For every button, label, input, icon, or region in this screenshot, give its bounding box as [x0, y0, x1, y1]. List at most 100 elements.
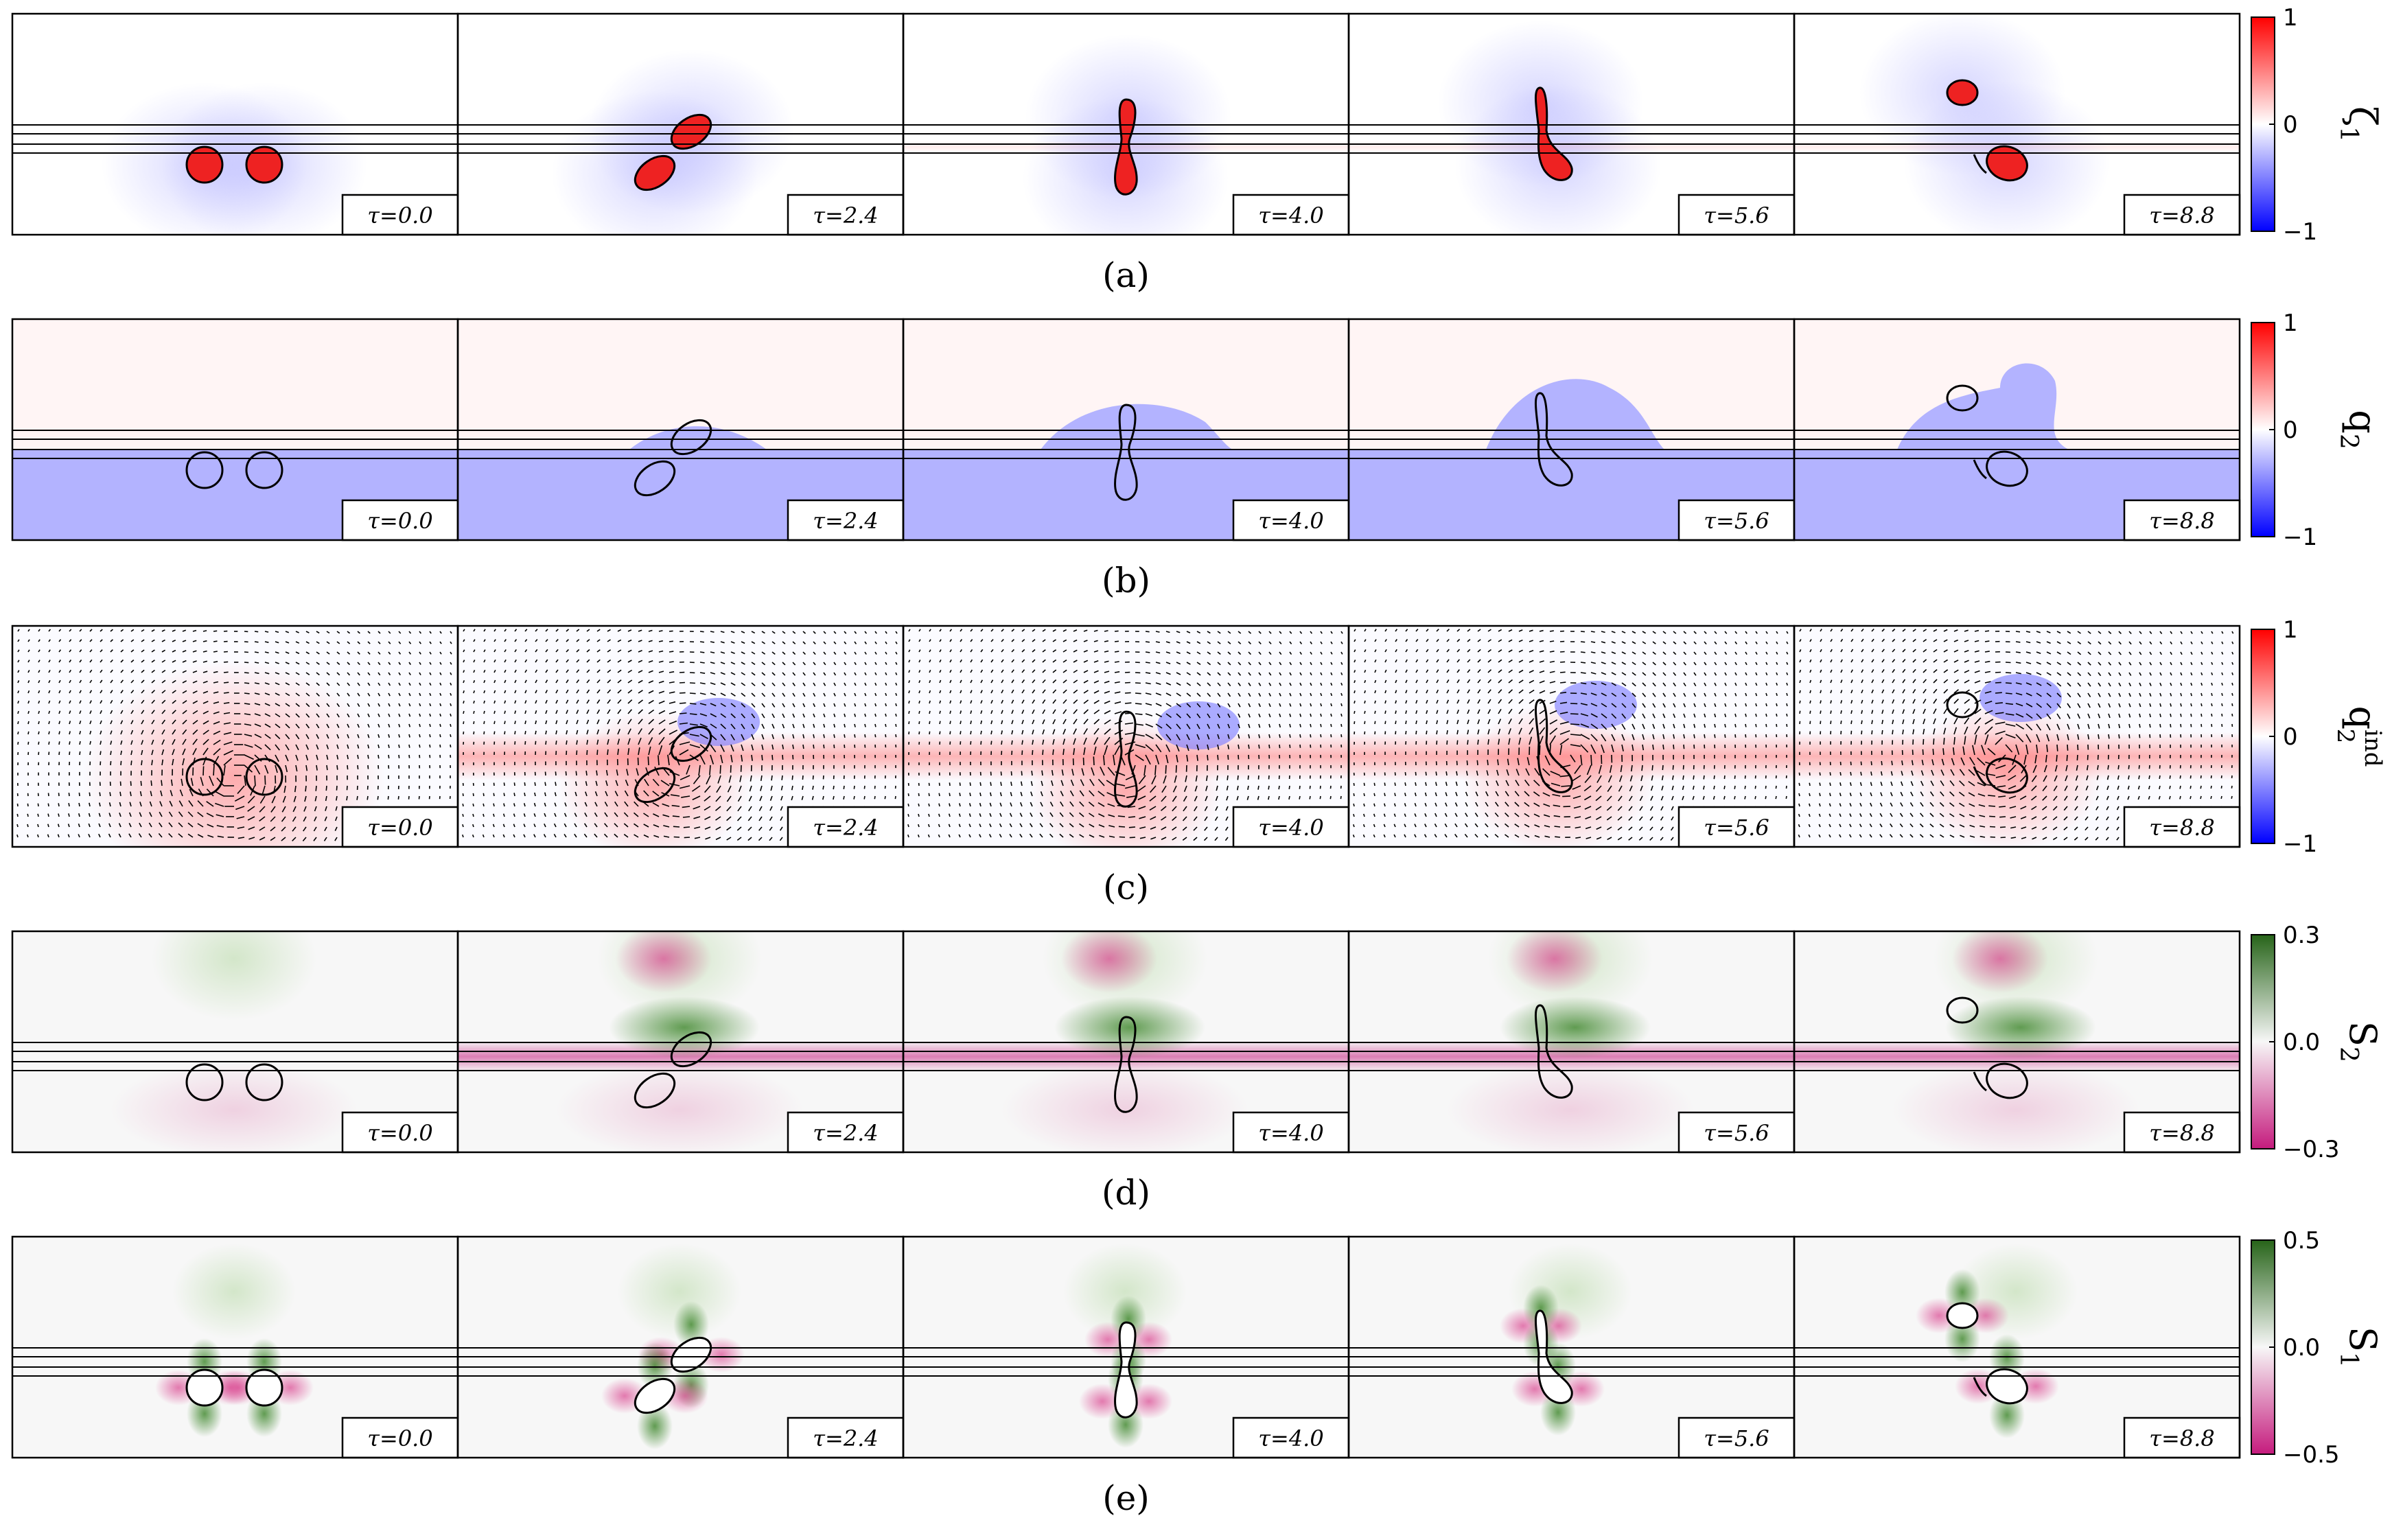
velocity-arrow [1632, 631, 1636, 634]
velocity-arrow [1786, 662, 1789, 665]
velocity-arrow [1871, 699, 1874, 704]
velocity-arrow [1683, 703, 1686, 708]
velocity-arrow [1001, 669, 1004, 673]
velocity-arrow [614, 833, 618, 838]
velocity-arrow [17, 660, 20, 663]
velocity-arrow [1734, 775, 1736, 779]
velocity-arrow [1704, 662, 1707, 666]
velocity-arrow [182, 719, 187, 725]
velocity-arrow [553, 834, 557, 838]
velocity-arrow [2211, 631, 2214, 634]
velocity-arrow [2190, 795, 2192, 800]
velocity-arrow [1039, 823, 1043, 828]
velocity-arrow [48, 679, 51, 684]
velocity-arrow [1849, 803, 1852, 807]
velocity-arrow [1933, 639, 1938, 642]
velocity-arrow [1849, 792, 1852, 797]
velocity-arrow [691, 785, 701, 792]
velocity-arrow [999, 813, 1002, 817]
velocity-arrow [1310, 641, 1312, 644]
velocity-arrow [1354, 721, 1356, 725]
velocity-arrow [336, 765, 338, 770]
velocity-arrow [1829, 772, 1831, 776]
velocity-arrow [89, 679, 93, 684]
velocity-arrow [710, 662, 715, 664]
velocity-arrow [1969, 814, 1975, 817]
velocity-arrow [275, 631, 279, 633]
velocity-arrow [689, 692, 696, 695]
velocity-arrow [2025, 723, 2033, 731]
velocity-arrow [192, 748, 197, 756]
velocity-arrow [1289, 672, 1292, 676]
velocity-arrow [1861, 679, 1863, 684]
velocity-arrow [2025, 631, 2031, 633]
velocity-arrow [1279, 744, 1281, 749]
velocity-arrow [285, 723, 290, 729]
velocity-arrow [2077, 672, 2082, 677]
velocity-arrow [1115, 794, 1126, 797]
velocity-arrow [1021, 639, 1025, 642]
velocity-arrow [244, 734, 253, 737]
velocity-arrow [2036, 682, 2042, 686]
velocity-arrow [264, 744, 271, 751]
velocity-arrow [1879, 802, 1883, 807]
velocity-arrow [747, 837, 752, 841]
velocity-arrow [2077, 713, 2080, 719]
velocity-arrow [1139, 837, 1146, 839]
velocity-arrow [1839, 824, 1842, 828]
velocity-arrow [1601, 641, 1606, 644]
velocity-arrow [1539, 736, 1544, 745]
velocity-arrow [929, 700, 931, 704]
colorbar-label: S2 [2334, 1021, 2384, 1062]
velocity-arrow [813, 641, 816, 644]
velocity-arrow [182, 660, 187, 663]
colorbar-tick-label: −0.5 [2283, 1441, 2340, 1469]
velocity-arrow [1734, 662, 1737, 666]
time-label-box [1677, 806, 1796, 848]
field-halo [1892, 1062, 2139, 1152]
velocity-arrow [1671, 785, 1674, 791]
velocity-arrow [1871, 710, 1874, 714]
velocity-arrow [1923, 649, 1927, 653]
velocity-arrow [633, 812, 639, 817]
velocity-arrow [2139, 713, 2141, 718]
velocity-arrow [1354, 710, 1356, 714]
velocity-arrow [483, 721, 485, 725]
velocity-arrow [367, 754, 369, 759]
velocity-arrow [473, 649, 476, 653]
velocity-arrow [1881, 760, 1883, 766]
velocity-arrow [1340, 672, 1343, 675]
velocity-arrow [206, 801, 214, 807]
velocity-arrow [1021, 679, 1025, 684]
velocity-arrow [1405, 700, 1408, 704]
velocity-arrow [1155, 703, 1162, 707]
velocity-arrow [1207, 641, 1211, 644]
velocity-arrow [58, 813, 60, 817]
velocity-arrow [760, 785, 763, 791]
velocity-arrow [833, 734, 835, 738]
velocity-arrow [1840, 659, 1843, 663]
velocity-arrow [1248, 682, 1251, 686]
velocity-arrow [57, 824, 60, 828]
velocity-arrow [1799, 629, 1802, 632]
velocity-arrow [264, 672, 270, 675]
velocity-arrow [884, 785, 886, 789]
velocity-arrow [1940, 769, 1944, 776]
velocity-arrow [161, 649, 166, 653]
velocity-arrow [1083, 690, 1089, 694]
velocity-arrow [1225, 816, 1229, 821]
velocity-arrow [1186, 692, 1192, 697]
velocity-arrow [2087, 631, 2091, 634]
velocity-arrow [1516, 769, 1520, 776]
velocity-arrow [1902, 668, 1906, 673]
velocity-arrow [264, 765, 269, 774]
velocity-arrow [1279, 651, 1282, 655]
velocity-arrow [918, 710, 920, 714]
velocity-arrow [16, 824, 19, 828]
velocity-arrow [314, 806, 317, 812]
velocity-arrow [89, 669, 93, 673]
velocity-arrow [1959, 813, 1965, 817]
velocity-arrow [1063, 749, 1065, 756]
velocity-arrow [1393, 834, 1396, 838]
velocity-arrow [1299, 713, 1302, 717]
